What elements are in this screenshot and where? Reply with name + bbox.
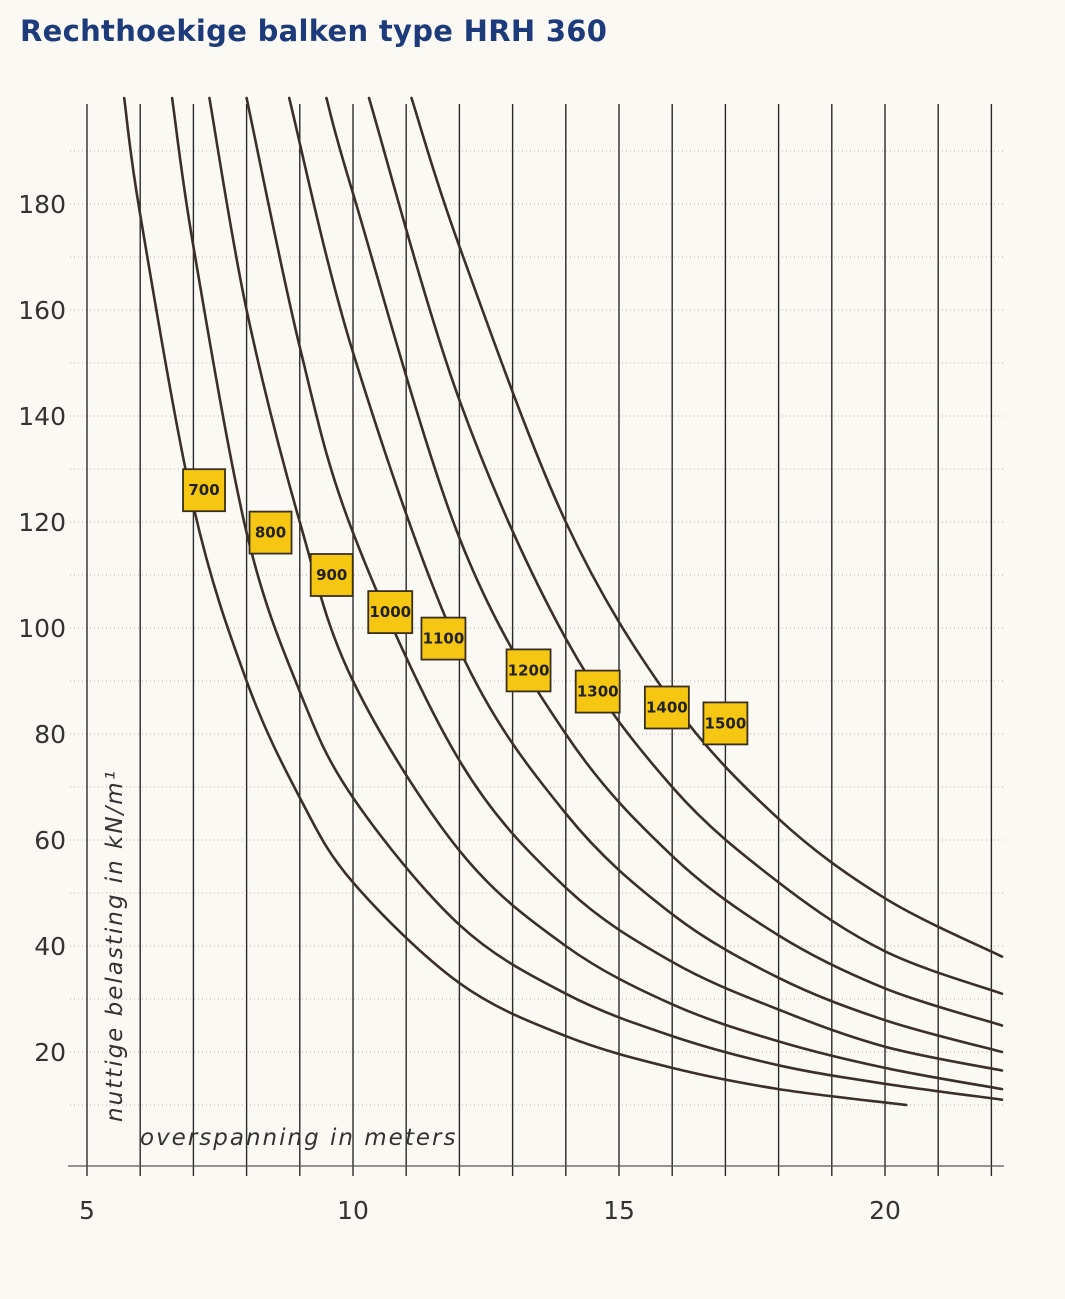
curve-label-box — [367, 590, 414, 634]
curve-800 — [170, 96, 1004, 1101]
curve-label-box — [420, 616, 467, 661]
y-tick-label: 160 — [18, 296, 66, 325]
vertical-gridlines — [86, 104, 993, 1176]
y-tick-label: 80 — [34, 720, 66, 749]
y-tick-label: 60 — [34, 826, 66, 855]
curve-1200 — [325, 96, 1004, 1027]
curve-label-text: 1300 — [577, 683, 619, 701]
x-tick-label: 15 — [603, 1196, 635, 1225]
x-tick-label: 10 — [337, 1196, 369, 1225]
y-tick-label: 180 — [18, 190, 66, 219]
curve-label-box — [309, 553, 354, 597]
curve-label-text: 800 — [255, 524, 286, 542]
curve-label-text: 1500 — [705, 714, 747, 732]
horizontal-gridlines — [70, 150, 1004, 1106]
curve-labels: 700 800 900 1000 1100 1200 1300 1400 1500 — [182, 468, 749, 746]
curves — [122, 96, 1004, 1107]
y-tick-label: 40 — [34, 932, 66, 961]
x-axis-label: overspanning in meters — [140, 1125, 457, 1151]
curve-label-text: 900 — [316, 566, 347, 584]
curve-900 — [208, 96, 1004, 1091]
curve-label-1100: 1100 — [420, 616, 467, 661]
curve-label-box — [248, 510, 293, 555]
curve-1000 — [245, 96, 1004, 1072]
curve-label-1300: 1300 — [574, 669, 621, 714]
curve-label-box — [182, 468, 226, 513]
curve-label-box — [643, 685, 690, 730]
curve-label-900: 900 — [309, 553, 354, 597]
curve-label-text: 1000 — [369, 603, 411, 621]
curve-700 — [122, 96, 908, 1107]
curve-label-1500: 1500 — [702, 701, 749, 746]
curve-label-1000: 1000 — [367, 590, 414, 634]
curve-label-box — [505, 648, 552, 693]
curve-label-text: 700 — [188, 481, 219, 499]
tick-labels: 20 40 60 80 100 120 140 160 180 5 10 15 20 — [18, 190, 901, 1225]
y-tick-label: 140 — [18, 402, 66, 431]
y-axis-label: nuttige belasting in kN/m¹ — [102, 769, 128, 1122]
curve-label-box — [574, 669, 621, 714]
x-tick-label: 20 — [869, 1196, 901, 1225]
curve-label-1200: 1200 — [505, 648, 552, 693]
curve-label-box — [702, 701, 749, 746]
curve-label-1400: 1400 — [643, 685, 690, 730]
chart-title: Rechthoekige balken type HRH 360 — [20, 14, 608, 48]
curve-1100 — [287, 96, 1004, 1054]
curve-label-700: 700 — [182, 468, 226, 513]
curve-label-800: 800 — [248, 510, 293, 555]
y-tick-label: 100 — [18, 614, 66, 643]
curve-label-text: 1100 — [423, 630, 465, 648]
curve-1300 — [367, 96, 1004, 995]
y-tick-label: 120 — [18, 508, 66, 537]
y-tick-label: 20 — [34, 1038, 66, 1067]
x-tick-label: 5 — [79, 1196, 95, 1225]
curve-label-text: 1200 — [508, 661, 550, 679]
curve-label-text: 1400 — [646, 699, 688, 717]
curve-1400 — [410, 96, 1004, 958]
